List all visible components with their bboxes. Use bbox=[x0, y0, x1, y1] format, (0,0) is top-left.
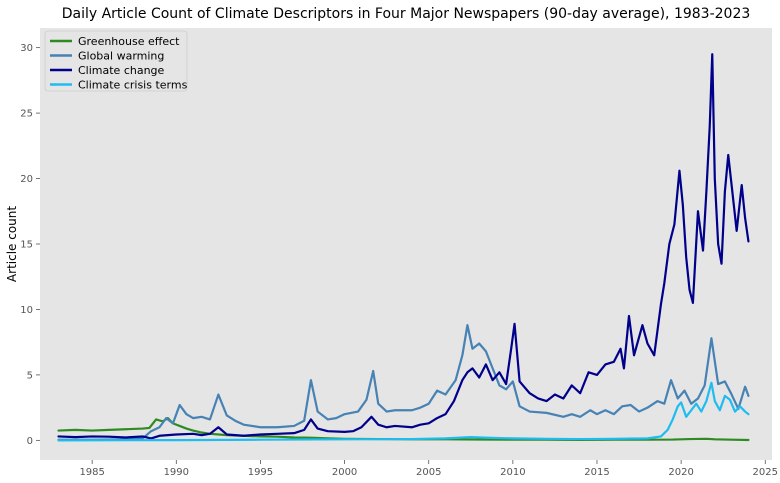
plot-lines bbox=[57, 53, 750, 442]
legend-label: Global warming bbox=[78, 50, 164, 63]
y-tick-label: 20 bbox=[20, 174, 33, 185]
series-line-climate-change bbox=[57, 53, 750, 440]
x-tick-label: 2020 bbox=[668, 467, 693, 478]
y-axis-label: Article count bbox=[5, 206, 19, 282]
y-tick-label: 5 bbox=[27, 370, 33, 381]
x-tick-label: 1990 bbox=[164, 467, 189, 478]
y-tick-label: 30 bbox=[20, 43, 33, 54]
y-axis-ticks: 0 5 10 15 20 25 30 bbox=[20, 43, 40, 447]
chart-title: Daily Article Count of Climate Descripto… bbox=[62, 6, 751, 22]
y-tick-label: 0 bbox=[27, 436, 33, 447]
series-line-climate-crisis-terms bbox=[57, 381, 750, 442]
series-line-greenhouse-effect bbox=[57, 417, 750, 442]
x-tick-label: 1995 bbox=[248, 467, 273, 478]
legend-label: Greenhouse effect bbox=[78, 35, 180, 48]
legend-label: Climate crisis terms bbox=[78, 79, 188, 92]
x-tick-label: 2005 bbox=[416, 467, 441, 478]
x-axis-ticks: 1985 1990 1995 2000 2005 2010 2015 2020 2025 bbox=[79, 460, 778, 478]
plot-background bbox=[40, 28, 772, 460]
x-tick-label: 2000 bbox=[332, 467, 357, 478]
y-tick-label: 10 bbox=[20, 305, 33, 316]
legend-box bbox=[44, 30, 188, 92]
y-tick-label: 15 bbox=[20, 240, 33, 251]
x-tick-label: 1985 bbox=[79, 467, 104, 478]
series-line-global-warming bbox=[57, 324, 750, 441]
x-tick-label: 2010 bbox=[500, 467, 525, 478]
legend-label: Climate change bbox=[78, 64, 165, 77]
x-tick-label: 2025 bbox=[753, 467, 778, 478]
y-tick-label: 25 bbox=[20, 109, 33, 120]
x-tick-label: 2015 bbox=[584, 467, 609, 478]
